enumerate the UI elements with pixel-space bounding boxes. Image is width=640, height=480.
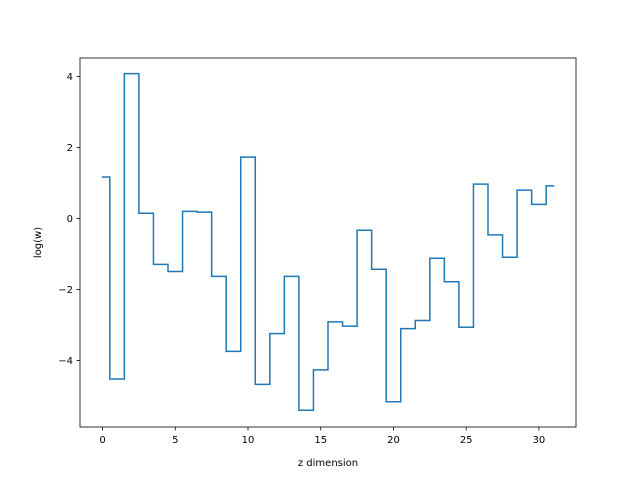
x-tick-label: 5 xyxy=(172,435,178,446)
x-axis-label: z dimension xyxy=(298,458,358,469)
y-tick-label: 0 xyxy=(67,214,73,225)
x-tick-label: 25 xyxy=(460,435,473,446)
series-step-line xyxy=(101,72,555,412)
plot-area xyxy=(101,72,555,412)
ticks: 0 5 10 15 20 25 30 −4 −2 0 2 4 xyxy=(58,72,545,446)
y-tick-label: −2 xyxy=(58,285,73,296)
x-tick-label: 20 xyxy=(387,435,400,446)
x-tick-label: 10 xyxy=(242,435,255,446)
x-tick-label: 15 xyxy=(314,435,327,446)
axes-frame xyxy=(79,57,577,428)
y-axis-label: log(w) xyxy=(33,227,44,258)
y-tick-label: 4 xyxy=(67,72,73,83)
x-tick-label: 0 xyxy=(99,435,105,446)
y-tick-label: 2 xyxy=(67,143,73,154)
x-tick-label: 30 xyxy=(533,435,546,446)
y-tick-label: −4 xyxy=(58,356,73,367)
